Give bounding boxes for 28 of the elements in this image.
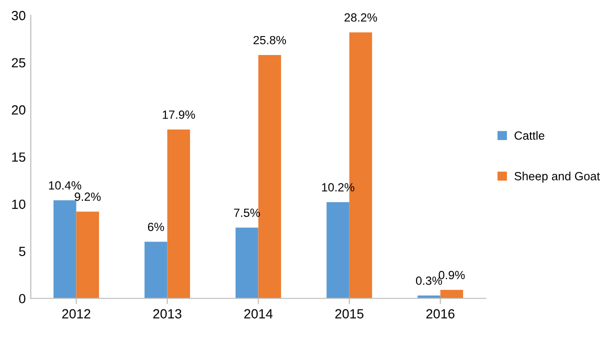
data-label: 25.8% [254, 36, 286, 44]
bar [144, 242, 168, 298]
bar [440, 290, 464, 298]
legend-label: Sheep and Goat [514, 172, 600, 183]
data-label: 9.2% [74, 192, 101, 201]
bar [326, 202, 350, 298]
x-tick-label: 2015 [335, 309, 364, 318]
y-tick-label: 25 [12, 58, 26, 68]
x-tick-label: 2013 [153, 309, 182, 318]
y-tick-label: 0 [19, 294, 26, 304]
data-label: 10.4% [49, 181, 82, 190]
bar [167, 130, 190, 298]
y-tick-label: 10 [12, 200, 26, 209]
bar [236, 228, 258, 298]
y-tick-label: 5 [19, 246, 26, 256]
legend-label: Cattle [514, 131, 544, 140]
y-tick-label: 20 [12, 105, 26, 115]
bar [54, 200, 76, 298]
bar [76, 212, 100, 298]
x-tick-label: 2016 [426, 309, 454, 318]
x-tick-label: 2014 [244, 309, 273, 318]
x-tick-label: 2012 [62, 309, 90, 318]
bar [258, 54, 282, 298]
y-tick-label: 15 [12, 152, 26, 162]
data-label: 28.2% [344, 13, 378, 22]
data-label: 6% [148, 222, 164, 232]
data-label: 17.9% [162, 110, 195, 119]
y-tick-label: 30 [12, 10, 26, 20]
